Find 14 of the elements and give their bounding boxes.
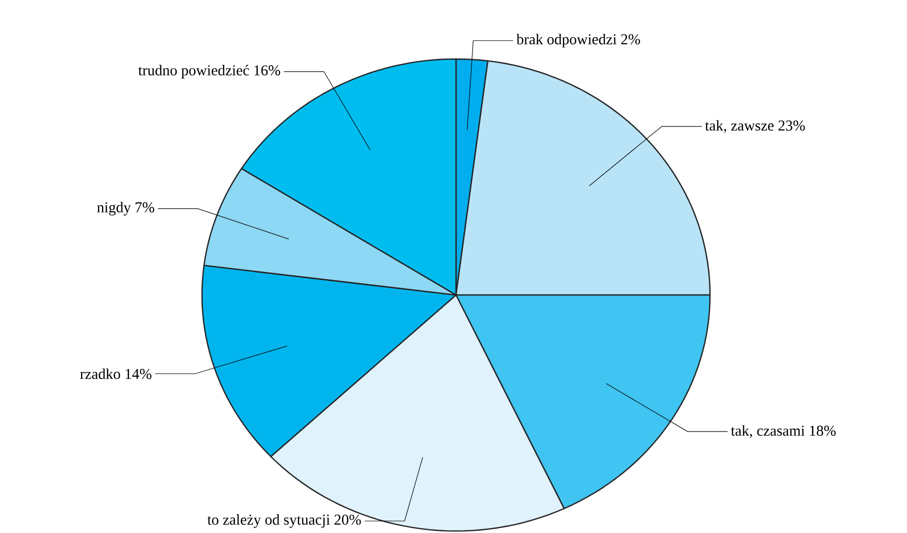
slice-label: rzadko	[80, 368, 120, 380]
slice-label: tak, zawsze	[705, 120, 774, 133]
data-label: 7%	[136, 202, 154, 212]
slice-label: tak, czasami	[730, 425, 805, 438]
data-label: 23%	[778, 120, 805, 131]
data-label: 20%	[334, 514, 361, 525]
data-label: 16%	[254, 65, 280, 76]
slice-label: to zależy od sytuacji	[207, 514, 330, 528]
data-label: 14%	[126, 368, 152, 380]
data-label: 18%	[810, 426, 836, 436]
data-label: 2%	[621, 34, 640, 44]
slice-label: trudno powiedzieć	[138, 64, 249, 78]
slice-label: brak odpowiedzi	[516, 34, 617, 48]
slice-label: nigdy	[97, 202, 131, 216]
